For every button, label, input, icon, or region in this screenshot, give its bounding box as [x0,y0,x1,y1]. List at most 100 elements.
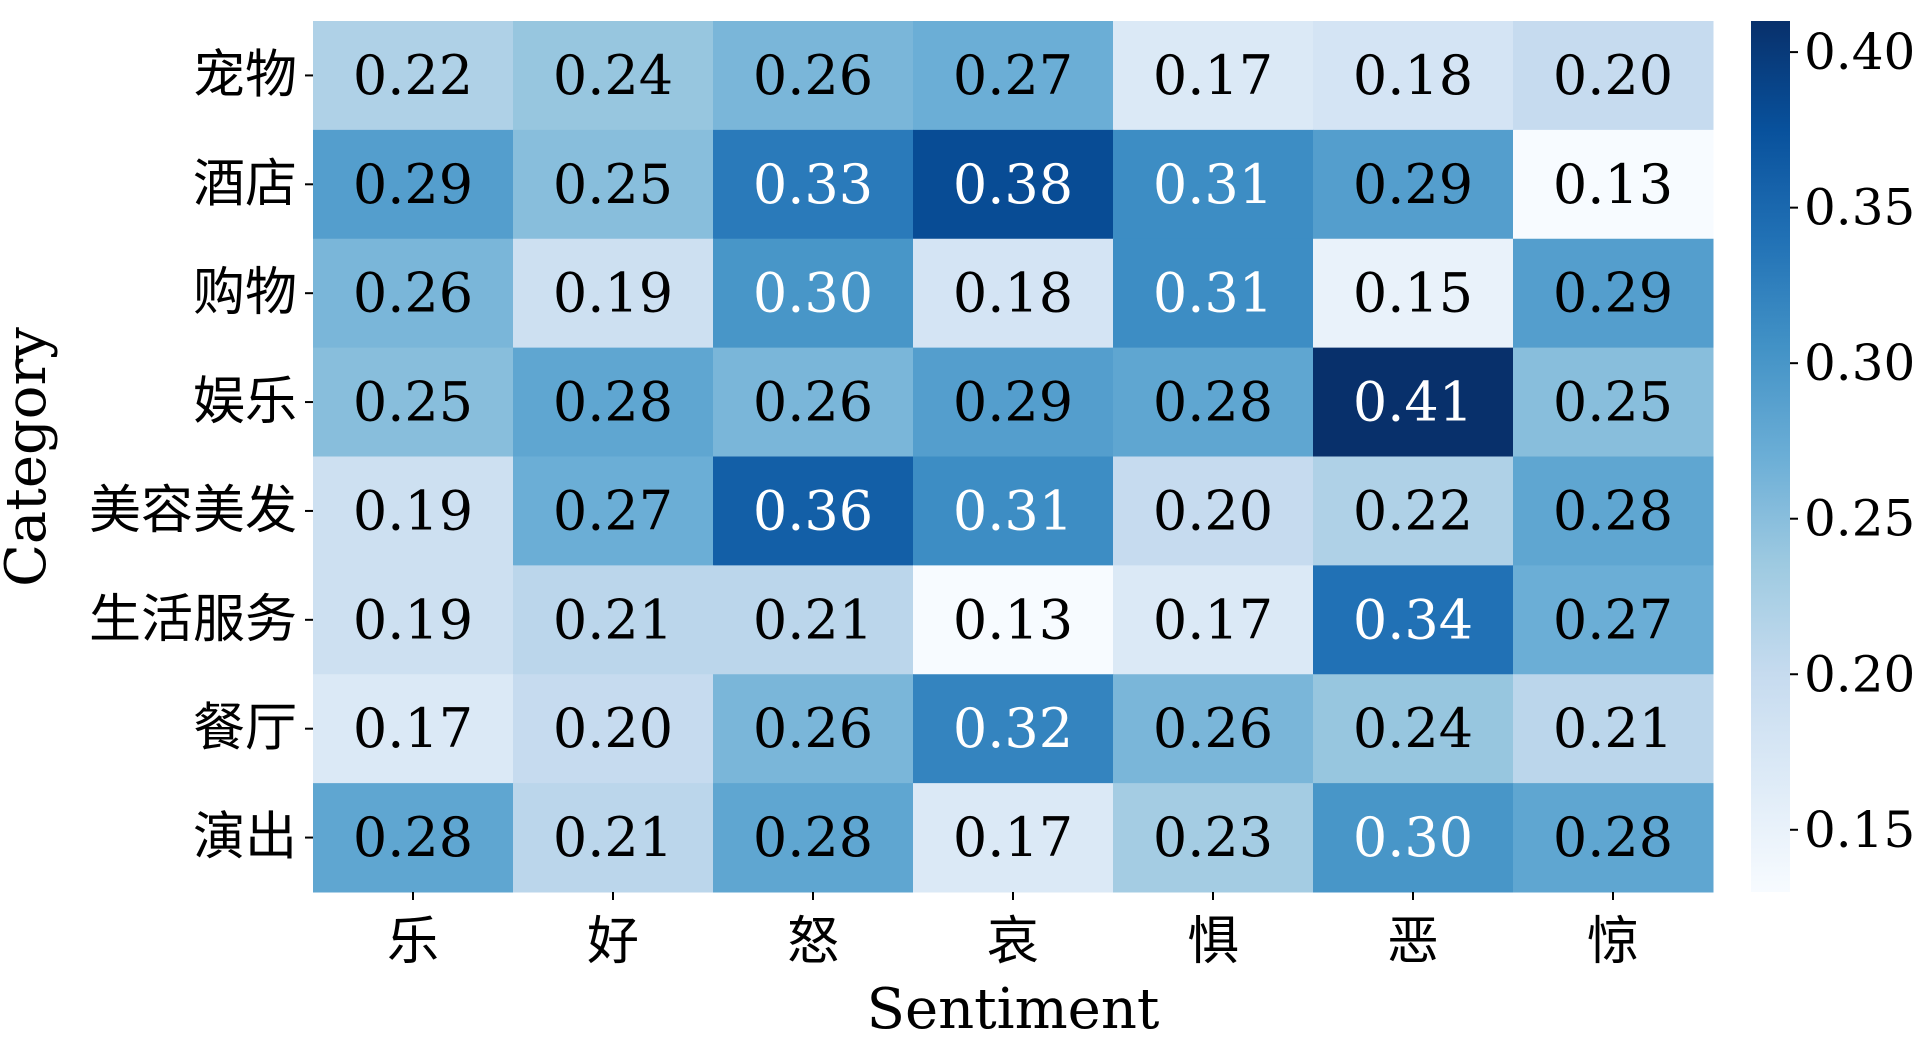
cell-label-r3-c1: 0.28 [553,371,673,434]
heatmap-cells [313,21,1714,893]
y-tick-label: 美容美发 [89,481,297,541]
heatmap-cell-r6-c5 [1313,674,1514,784]
heatmap-cell-r5-c2 [713,565,914,675]
cell-label-r3-c3: 0.29 [953,371,1073,434]
cell-label-r5-c0: 0.19 [353,588,473,651]
y-tick-label: 演出 [193,808,297,868]
y-tick-label: 酒店 [193,154,297,214]
heatmap-cell-r5-c6 [1513,565,1714,675]
heatmap-cell-r3-c2 [713,347,914,457]
cell-label-r0-c2: 0.26 [753,44,873,107]
heatmap-cell-r7-c5 [1313,783,1514,893]
heatmap-cell-r7-c6 [1513,783,1714,893]
cell-label-r0-c5: 0.18 [1353,44,1473,107]
cell-label-r1-c4: 0.31 [1153,153,1273,216]
x-tick-label: 哀 [987,912,1039,972]
heatmap-cell-r7-c1 [513,783,714,893]
cell-label-r5-c5: 0.34 [1353,588,1473,651]
y-tick-label: 生活服务 [89,590,297,650]
heatmap-cell-r5-c4 [1113,565,1314,675]
heatmap-cell-r4-c1 [513,456,714,566]
cell-label-r4-c5: 0.22 [1353,479,1473,542]
colorbar-tick-label: 0.25 [1804,490,1913,548]
cell-label-r7-c0: 0.28 [353,806,473,869]
cell-label-r6-c1: 0.20 [553,697,673,760]
cell-label-r2-c1: 0.19 [553,262,673,325]
colorbar: 0.15 0.20 0.25 0.30 0.35 0.40 [1751,21,1913,892]
cell-label-r7-c2: 0.28 [753,806,873,869]
heatmap-cell-r3-c6 [1513,347,1714,457]
heatmap-cell-r5-c5 [1313,565,1514,675]
heatmap-cell-r0-c2 [713,21,914,131]
cell-label-r2-c2: 0.30 [753,262,873,325]
cell-label-r3-c4: 0.28 [1153,371,1273,434]
x-axis: 乐好怒哀惧恶惊 [387,892,1639,972]
x-tick-label: 惊 [1587,912,1639,972]
heatmap-cell-r7-c3 [913,783,1114,893]
cell-label-r3-c5: 0.41 [1353,371,1473,434]
cell-label-r1-c2: 0.33 [753,153,873,216]
cell-label-r4-c4: 0.20 [1153,479,1273,542]
heatmap-cell-r1-c1 [513,129,714,240]
x-tick-label: 乐 [387,912,439,972]
heatmap-cell-r4-c0 [313,456,514,566]
heatmap-cell-r1-c3 [913,129,1114,240]
heatmap-cell-r0-c5 [1313,21,1514,131]
heatmap-cell-r1-c6 [1513,129,1714,240]
heatmap-cell-r6-c4 [1113,674,1314,784]
x-tick-label: 好 [587,912,639,972]
cell-annotations: 0.22 0.24 0.26 0.27 0.17 0.18 0.20 0.29 0.25 0.33… [353,44,1673,869]
heatmap-cell-r6-c6 [1513,674,1714,784]
heatmap-cell-r5-c3 [913,565,1114,675]
colorbar-tick-label: 0.15 [1804,801,1913,859]
colorbar-tick-label: 0.40 [1804,23,1913,81]
cell-label-r7-c3: 0.17 [953,806,1073,869]
heatmap-cell-r4-c2 [713,456,914,566]
cell-label-r2-c6: 0.29 [1553,262,1673,325]
cell-label-r0-c3: 0.27 [953,44,1073,107]
cell-label-r3-c0: 0.25 [353,371,473,434]
heatmap-cell-r3-c4 [1113,347,1314,457]
cell-label-r5-c3: 0.13 [953,588,1073,651]
heatmap-cell-r4-c4 [1113,456,1314,566]
heatmap-cell-r2-c5 [1313,238,1514,349]
cell-label-r0-c4: 0.17 [1153,44,1273,107]
cell-label-r5-c1: 0.21 [553,588,673,651]
cell-label-r2-c0: 0.26 [353,262,473,325]
heatmap-cell-r1-c4 [1113,129,1314,240]
heatmap-cell-r7-c4 [1113,783,1314,893]
cell-label-r1-c5: 0.29 [1353,153,1473,216]
heatmap-cell-r3-c1 [513,347,714,457]
cell-label-r3-c2: 0.26 [753,371,873,434]
cell-label-r4-c0: 0.19 [353,479,473,542]
cell-label-r1-c3: 0.38 [953,153,1073,216]
cell-label-r4-c3: 0.31 [953,479,1073,542]
cell-label-r6-c0: 0.17 [353,697,473,760]
cell-label-r6-c3: 0.32 [953,697,1073,760]
y-tick-label: 宠物 [193,45,297,105]
heatmap-cell-r2-c1 [513,238,714,349]
heatmap-cell-r7-c0 [313,783,514,893]
cell-label-r3-c6: 0.25 [1553,371,1673,434]
y-tick-label: 娱乐 [193,372,297,432]
y-tick-label: 购物 [193,263,297,323]
x-tick-label: 怒 [787,912,839,972]
heatmap-cell-r5-c0 [313,565,514,675]
heatmap-cell-r6-c1 [513,674,714,784]
heatmap-cell-r6-c0 [313,674,514,784]
heatmap-cell-r2-c4 [1113,238,1314,349]
heatmap-cell-r0-c0 [313,21,514,131]
y-tick-label: 餐厅 [193,699,297,759]
cell-label-r6-c2: 0.26 [753,697,873,760]
cell-label-r2-c5: 0.15 [1353,262,1473,325]
cell-label-r5-c4: 0.17 [1153,588,1273,651]
cell-label-r1-c6: 0.13 [1553,153,1673,216]
cell-label-r7-c5: 0.30 [1353,806,1473,869]
heatmap-cell-r4-c3 [913,456,1114,566]
cell-label-r0-c1: 0.24 [553,44,673,107]
heatmap-cell-r2-c3 [913,238,1114,349]
cell-label-r4-c2: 0.36 [753,479,873,542]
cell-label-r1-c0: 0.29 [353,153,473,216]
